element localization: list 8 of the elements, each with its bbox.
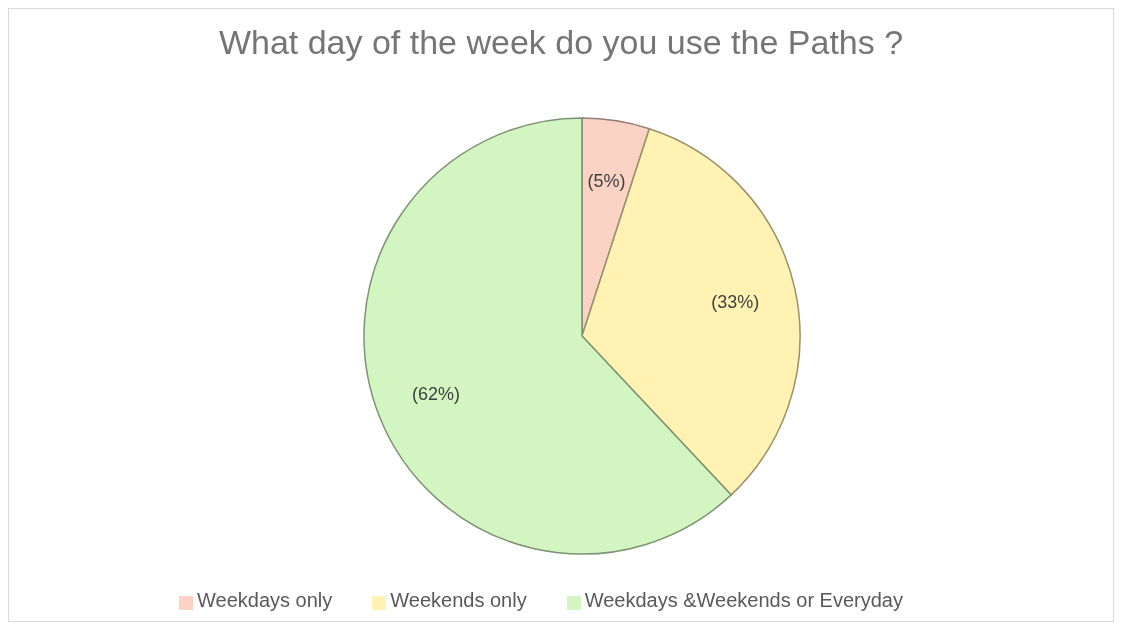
data-label: (5%) [587, 170, 626, 191]
data-label: (62%) [412, 383, 461, 404]
legend-label: Weekdays &Weekends or Everyday [584, 589, 903, 611]
legend-label: Weekdays only [197, 589, 333, 611]
legend-label: Weekends only [390, 589, 527, 611]
data-label: (33%) [711, 291, 760, 312]
pie-slice [581, 127, 801, 496]
chart-title: What day of the week do you use the Paths ? [217, 23, 905, 63]
